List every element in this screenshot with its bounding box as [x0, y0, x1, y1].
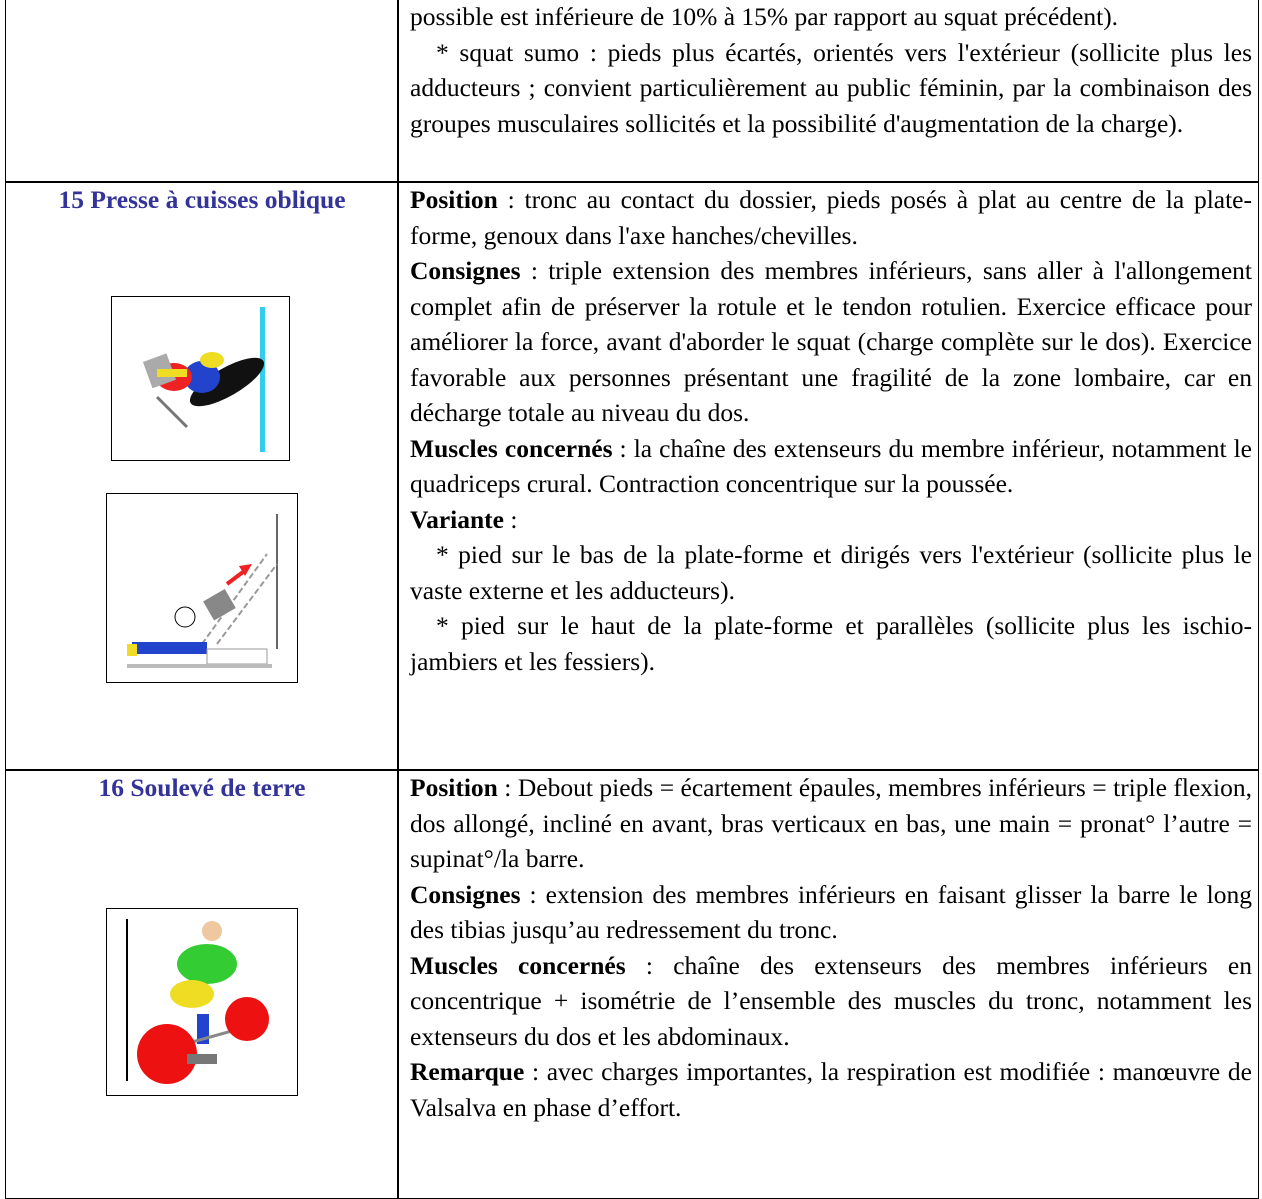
label: Position — [410, 773, 498, 802]
exercise-title: 16 Soulevé de terre — [98, 773, 306, 802]
label: Position — [410, 185, 498, 214]
illustration — [111, 296, 290, 461]
paragraph: Position : Debout pieds = écartement épa… — [410, 770, 1252, 877]
paragraph: Consignes : extension des membres inféri… — [410, 877, 1252, 948]
text: * squat sumo : pieds plus écartés, orien… — [410, 37, 1252, 138]
text: possible est inférieure de 10% à 15% par… — [410, 2, 1119, 31]
text: : triple extension des membres inférieur… — [410, 256, 1252, 427]
paragraph: * pied sur le bas de la plate-forme et d… — [410, 537, 1252, 608]
illustration — [106, 493, 298, 683]
paragraph: possible est inférieure de 10% à 15% par… — [410, 0, 1252, 35]
text: : tronc au contact du dossier, pieds pos… — [410, 185, 1252, 250]
paragraph: Position : tronc au contact du dossier, … — [410, 182, 1252, 253]
cell-text: Position : tronc au contact du dossier, … — [397, 181, 1259, 771]
text: : chaîne des extenseurs des membres infé… — [410, 950, 1252, 1051]
text: : extension des membres inférieurs en fa… — [410, 879, 1252, 945]
paragraph: Variante : — [410, 502, 1252, 538]
exercise-title: 15 Presse à cuisses oblique — [58, 185, 346, 214]
text: : Debout pieds = écartement épaules, mem… — [410, 773, 1252, 873]
paragraph: Consignes : triple extension des membres… — [410, 253, 1252, 431]
text: : — [503, 504, 518, 534]
illustration — [106, 908, 298, 1096]
paragraph: Muscles concernés : la chaîne des extens… — [410, 431, 1252, 502]
label: Consignes — [410, 256, 521, 285]
text: * pied sur le haut de la plate-forme et … — [410, 611, 1252, 676]
cell-text: Position : Debout pieds = écartement épa… — [397, 769, 1259, 1199]
text: : la chaîne des extenseurs du membre inf… — [410, 433, 1252, 499]
cell-empty — [5, 0, 399, 183]
text: * pied sur le bas de la plate-forme et d… — [410, 540, 1252, 605]
paragraph: * squat sumo : pieds plus écartés, orien… — [410, 35, 1252, 142]
cell-exercise: 15 Presse à cuisses oblique — [5, 181, 399, 771]
cell-exercise: 16 Soulevé de terre — [5, 769, 399, 1199]
text: : avec charges importantes, la respirati… — [410, 1057, 1252, 1122]
label: Muscles concernés — [410, 433, 613, 463]
paragraph: * pied sur le haut de la plate-forme et … — [410, 608, 1252, 679]
paragraph: Muscles concernés : chaîne des extenseur… — [410, 948, 1252, 1055]
label: Variante — [410, 504, 504, 534]
label: Muscles concernés — [410, 950, 626, 980]
paragraph: Remarque : avec charges importantes, la … — [410, 1054, 1252, 1125]
cell-text: possible est inférieure de 10% à 15% par… — [397, 0, 1259, 183]
label: Consignes — [410, 879, 521, 909]
label: Remarque — [410, 1057, 525, 1086]
